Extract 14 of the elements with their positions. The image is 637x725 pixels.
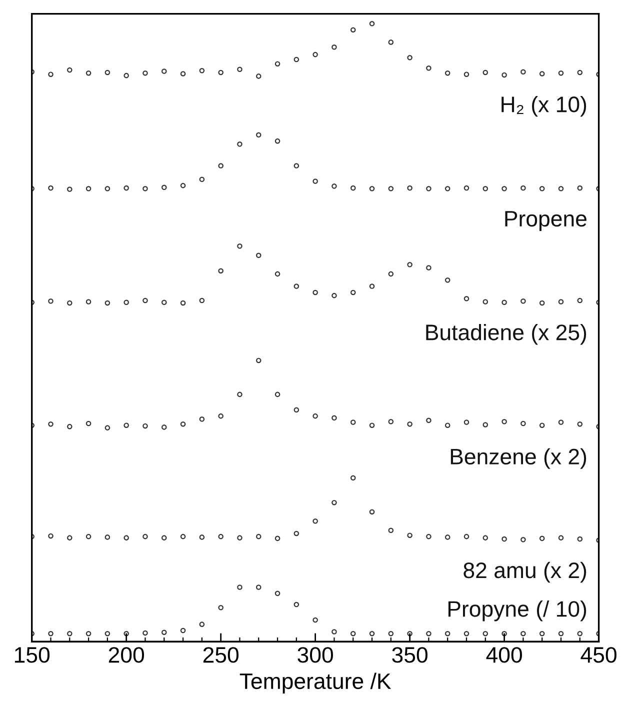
x-tick-label: 200: [108, 647, 144, 663]
x-axis-title: Temperature /K: [240, 672, 392, 694]
x-tick-label: 450: [580, 647, 616, 663]
x-tick-label: 400: [486, 647, 522, 663]
x-tick-label: 300: [298, 647, 333, 663]
series-label: Propyne (/ 10): [448, 600, 586, 622]
series-label: H₂ (x 10): [502, 96, 586, 117]
x-tick-label: 350: [392, 647, 428, 663]
series-label: Propene: [505, 211, 586, 231]
x-tick-label: 150: [15, 647, 50, 663]
x-tick-label: 250: [203, 647, 238, 663]
series-label: 82 amu (x 2): [464, 562, 586, 583]
series-label: Benzene (x 2): [450, 448, 586, 469]
series-label: Butadiene (x 25): [426, 324, 586, 345]
